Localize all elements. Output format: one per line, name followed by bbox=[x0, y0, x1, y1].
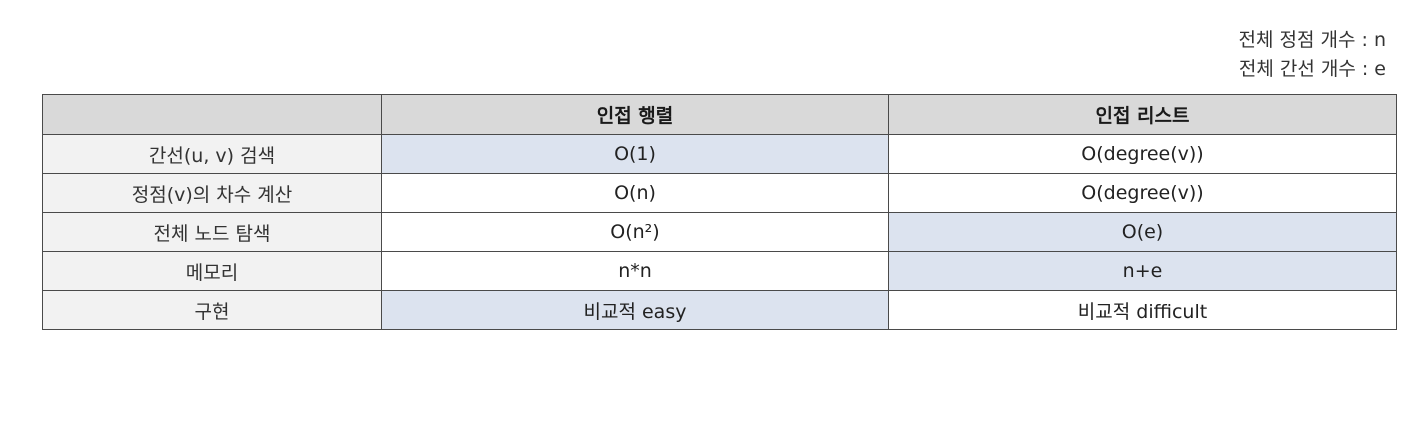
header-row: 인접 행렬 인접 리스트 bbox=[42, 94, 1397, 135]
comparison-table: 인접 행렬 인접 리스트 간선(u, v) 검색 O(1) O(degree(v… bbox=[42, 94, 1397, 330]
matrix-cell: O(n) bbox=[381, 173, 889, 213]
vertex-count-note: 전체 정점 개수 : n bbox=[1238, 29, 1386, 51]
row-label: 구현 bbox=[42, 290, 382, 330]
list-cell: n+e bbox=[888, 251, 1397, 291]
row-label: 전체 노드 탐색 bbox=[42, 212, 382, 252]
list-cell: O(degree(v)) bbox=[888, 173, 1397, 213]
header-corner bbox=[42, 94, 382, 135]
row-label: 간선(u, v) 검색 bbox=[42, 134, 382, 174]
edge-count-note: 전체 간선 개수 : e bbox=[1238, 58, 1386, 80]
matrix-cell: O(n²) bbox=[381, 212, 889, 252]
header-adjacency-matrix: 인접 행렬 bbox=[381, 94, 889, 135]
table-row: 구현 비교적 easy 비교적 difficult bbox=[42, 290, 1397, 330]
row-label: 정점(v)의 차수 계산 bbox=[42, 173, 382, 213]
table-row: 전체 노드 탐색 O(n²) O(e) bbox=[42, 212, 1397, 252]
matrix-cell: n*n bbox=[381, 251, 889, 291]
header-adjacency-list: 인접 리스트 bbox=[888, 94, 1397, 135]
list-cell: O(degree(v)) bbox=[888, 134, 1397, 174]
table-row: 메모리 n*n n+e bbox=[42, 251, 1397, 291]
matrix-cell: 비교적 easy bbox=[381, 290, 889, 330]
table-row: 간선(u, v) 검색 O(1) O(degree(v)) bbox=[42, 134, 1397, 174]
table-row: 정점(v)의 차수 계산 O(n) O(degree(v)) bbox=[42, 173, 1397, 213]
row-label: 메모리 bbox=[42, 251, 382, 291]
list-cell: 비교적 difficult bbox=[888, 290, 1397, 330]
matrix-cell: O(1) bbox=[381, 134, 889, 174]
list-cell: O(e) bbox=[888, 212, 1397, 252]
legend: 전체 정점 개수 : n 전체 간선 개수 : e bbox=[1239, 26, 1386, 84]
